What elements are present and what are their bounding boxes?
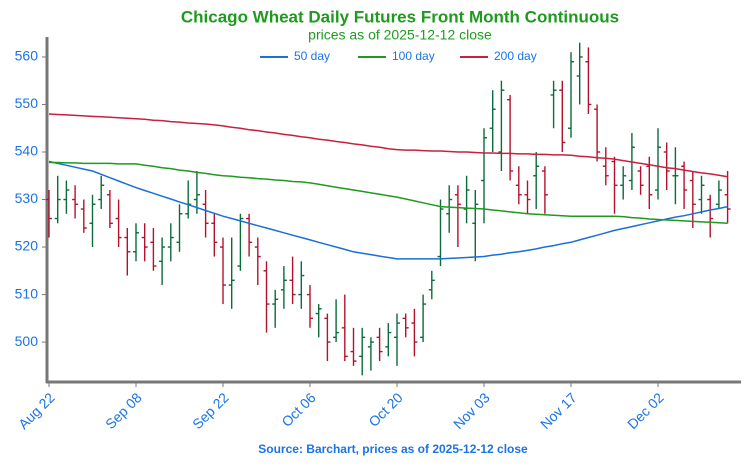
x-tick-label: Oct 20 bbox=[365, 389, 406, 430]
x-tick-label: Dec 02 bbox=[624, 389, 667, 432]
moving-average-line bbox=[48, 113, 728, 178]
x-tick-label: Sep 22 bbox=[189, 389, 232, 432]
y-tick-label: 560 bbox=[15, 48, 39, 64]
moving-average-line bbox=[48, 160, 728, 260]
moving-average-line bbox=[49, 161, 728, 225]
chart-title: Chicago Wheat Daily Futures Front Month … bbox=[181, 7, 619, 26]
y-tick-label: 530 bbox=[15, 190, 39, 206]
y-tick-label: 520 bbox=[15, 238, 39, 254]
y-tick-label: 550 bbox=[15, 95, 39, 111]
legend-label: 200 day bbox=[494, 49, 537, 63]
chart-subtitle: prices as of 2025-12-12 close bbox=[308, 27, 492, 43]
x-tick-label: Oct 06 bbox=[278, 389, 319, 430]
y-tick-label: 540 bbox=[15, 143, 39, 159]
x-tick-label: Nov 17 bbox=[537, 389, 580, 432]
x-tick-label: Sep 08 bbox=[102, 389, 145, 432]
y-tick-label: 510 bbox=[15, 285, 39, 301]
x-tick-label: Nov 03 bbox=[450, 389, 493, 432]
legend-label: 50 day bbox=[294, 49, 330, 63]
x-tick-label: Aug 22 bbox=[15, 389, 58, 432]
source-note: Source: Barchart, prices as of 2025-12-1… bbox=[258, 442, 528, 456]
y-tick-label: 500 bbox=[15, 333, 39, 349]
legend-label: 100 day bbox=[392, 49, 435, 63]
